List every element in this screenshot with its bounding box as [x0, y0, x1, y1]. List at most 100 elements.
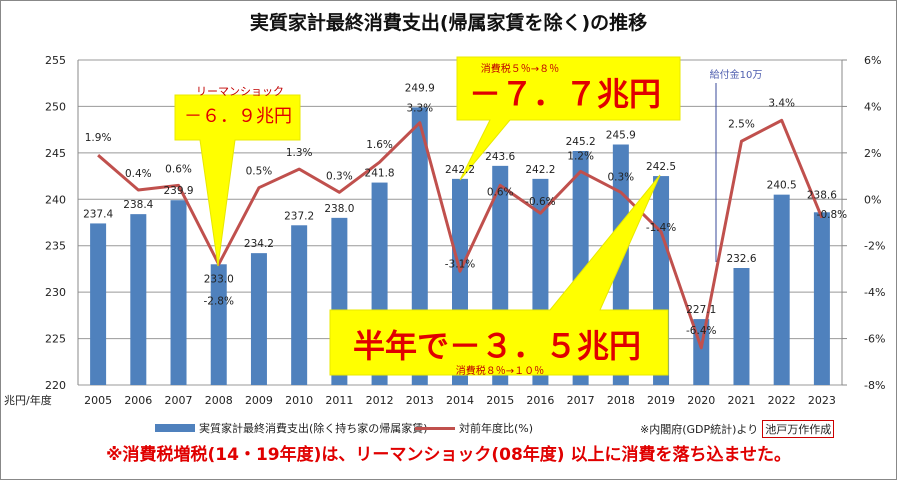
- bar-value-label: 238.0: [324, 203, 354, 215]
- bar-value-label: 234.2: [244, 238, 274, 250]
- bar: [733, 268, 750, 385]
- line-value-label: -3.1%: [445, 258, 475, 270]
- y2-tick-label: 6%: [864, 54, 881, 67]
- bar-value-label: 233.0: [204, 273, 234, 285]
- author-label: 池戸万作作成: [762, 420, 835, 438]
- x-tick-label: 2021: [727, 394, 755, 407]
- line-value-label: 1.2%: [567, 150, 594, 162]
- line-value-label: -2.8%: [204, 295, 234, 307]
- x-tick-label: 2009: [245, 394, 273, 407]
- bar-value-label: 249.9: [405, 82, 435, 94]
- line-value-label: 0.5%: [246, 166, 273, 178]
- x-tick-label: 2008: [205, 394, 233, 407]
- line-value-label: -0.6%: [525, 196, 555, 208]
- x-tick-label: 2019: [647, 394, 675, 407]
- y-tick-label: 250: [45, 100, 66, 113]
- x-tick-label: 2005: [84, 394, 112, 407]
- line-value-label: 1.6%: [366, 139, 393, 151]
- legend: 実質家計最終消費支出(除く持ち家の帰属家賃) 対前年度比(%) ※内閣府(GDP…: [0, 420, 897, 438]
- bar: [90, 223, 107, 385]
- line-series: [97, 118, 824, 350]
- line-value-label: 0.4%: [125, 168, 152, 180]
- x-axis-unit: 兆円/年度: [4, 393, 52, 407]
- bar: [773, 194, 790, 385]
- line-value-label: -6.4%: [686, 325, 716, 337]
- y2-tick-label: -6%: [864, 333, 885, 346]
- y-tick-label: 230: [45, 286, 66, 299]
- tax10-title: 消費税８％→１０％: [456, 364, 544, 377]
- x-tick-label: 2007: [165, 394, 193, 407]
- y-tick-label: 240: [45, 193, 66, 206]
- legend-bar-swatch: [155, 424, 195, 432]
- y-tick-label: 225: [45, 333, 66, 346]
- chart-plot: 220 225 230 235 240 245 250 255 -8% -6% -4% -2% 0% 2%…: [4, 54, 885, 407]
- lehman-value: －６．９兆円: [184, 106, 292, 127]
- x-tick-label: 2015: [486, 394, 514, 407]
- bar: [250, 253, 267, 385]
- y-tick-label: 245: [45, 147, 66, 160]
- line-value-label: 0.3%: [326, 170, 353, 182]
- bar-value-label: 245.2: [566, 136, 596, 148]
- line-value-label: 0.3%: [607, 171, 634, 183]
- y-tick-label: 220: [45, 379, 66, 392]
- x-tick-label: 2020: [687, 394, 715, 407]
- callout-lehman: [174, 94, 301, 267]
- bar-value-label: 242.2: [525, 164, 555, 176]
- y2-tick-label: 2%: [864, 147, 881, 160]
- bar-value-label: 237.2: [284, 210, 314, 222]
- x-tick-label: 2010: [285, 394, 313, 407]
- bar: [170, 200, 187, 385]
- bar: [210, 264, 227, 385]
- line-value-label: 3.4%: [768, 97, 795, 109]
- benefit-label: 給付金10万: [710, 68, 763, 81]
- bar-value-label: 237.4: [83, 208, 113, 220]
- y2-tick-label: -4%: [864, 286, 885, 299]
- callout-tax8: [456, 56, 681, 181]
- x-tick-label: 2022: [768, 394, 796, 407]
- bar-value-label: 245.9: [606, 130, 636, 142]
- tax10-value: 半年で－３．５兆円: [353, 327, 641, 365]
- x-tick-label: 2023: [808, 394, 836, 407]
- line-value-label: -1.4%: [646, 222, 676, 234]
- x-tick-label: 2018: [607, 394, 635, 407]
- bar-value-label: 239.9: [163, 185, 193, 197]
- bar-value-label: 240.5: [767, 180, 797, 192]
- footnote: ※消費税増税(14・19年度)は、リーマンショック(08年度) 以上に消費を落ち…: [106, 445, 791, 465]
- bar-value-label: 242.5: [646, 161, 676, 173]
- x-tick-label: 2011: [325, 394, 353, 407]
- y-tick-label: 235: [45, 240, 66, 253]
- legend-bar: 実質家計最終消費支出(除く持ち家の帰属家賃): [155, 420, 428, 436]
- legend-line-label: 対前年度比(%): [459, 422, 534, 435]
- x-tick-label: 2006: [124, 394, 152, 407]
- tax8-title: 消費税５％→８％: [481, 62, 559, 75]
- chart-title: 実質家計最終消費支出(帰属家賃を除く)の推移: [249, 12, 648, 34]
- y-tick-label: 255: [45, 54, 66, 67]
- y2-tick-label: 4%: [864, 100, 881, 113]
- line-value-label: 0.6%: [487, 186, 514, 198]
- legend-line: 対前年度比(%): [415, 420, 533, 436]
- bar: [813, 212, 830, 385]
- bar-value-label: 242.2: [445, 164, 475, 176]
- bar-value-label: 238.6: [807, 189, 837, 201]
- line-value-label: 3.3%: [406, 103, 433, 115]
- x-tick-label: 2016: [526, 394, 554, 407]
- line-value-label: 0.6%: [165, 163, 192, 175]
- bar-value-label: 243.6: [485, 151, 515, 163]
- bar-value-label: 241.8: [365, 168, 395, 180]
- source-label: ※内閣府(GDP統計)より: [640, 423, 759, 436]
- bar-value-label: 227.1: [686, 304, 716, 316]
- bar-value-label: 232.6: [726, 253, 756, 265]
- line-value-label: 2.5%: [728, 118, 755, 130]
- lehman-title: リーマンショック: [196, 85, 284, 98]
- x-tick-label: 2014: [446, 394, 474, 407]
- tax8-value: －７．７兆円: [469, 75, 661, 113]
- bar: [291, 225, 308, 385]
- line-value-label: -0.8%: [817, 209, 847, 221]
- legend-bar-label: 実質家計最終消費支出(除く持ち家の帰属家賃): [199, 422, 428, 435]
- bar-value-label: 238.4: [123, 199, 153, 211]
- y2-tick-label: -8%: [864, 379, 885, 392]
- source-note: ※内閣府(GDP統計)より 池戸万作作成: [640, 420, 835, 438]
- line-value-label: 1.9%: [85, 132, 112, 144]
- x-tick-label: 2012: [366, 394, 394, 407]
